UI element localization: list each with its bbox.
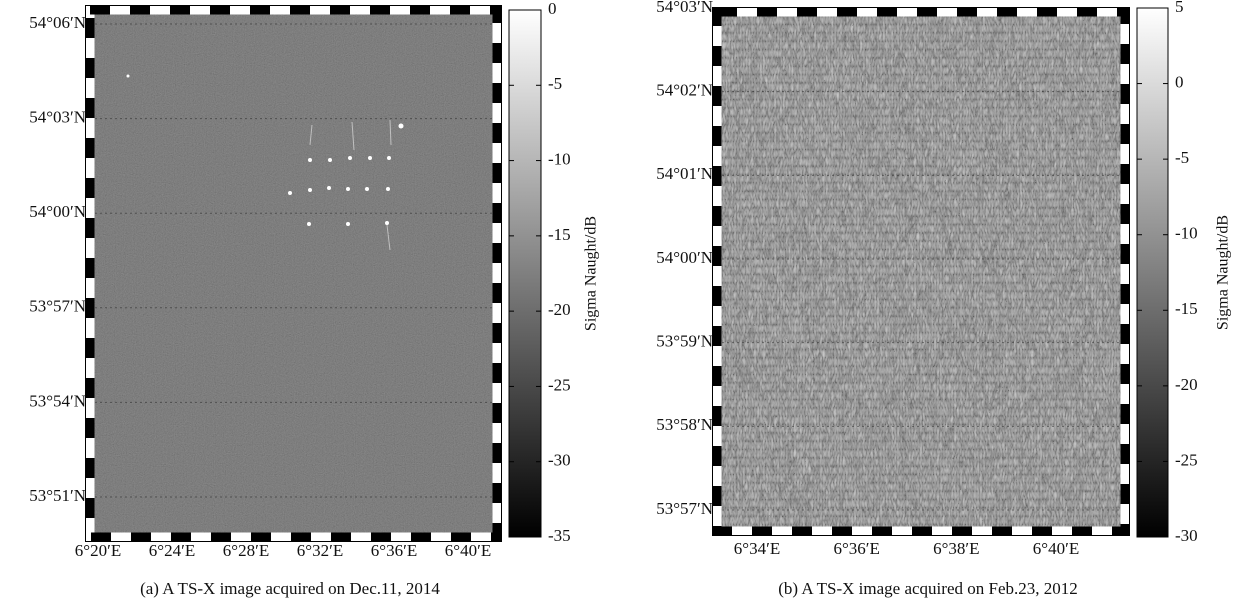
longitude-label: 6°32′E: [297, 541, 343, 560]
colorbar-tick-label: -25: [548, 375, 571, 394]
latitude-label: 54°01′N: [656, 164, 713, 183]
colorbar-tick-label: -10: [1175, 224, 1198, 243]
latitude-label: 54°03′N: [656, 0, 713, 16]
longitude-label: 6°40′E: [1033, 539, 1079, 558]
colorbar-tick-label: -15: [548, 225, 571, 244]
colorbar-title: Sigma Naught/dB: [1215, 215, 1232, 330]
sar-image-a: [86, 6, 502, 542]
latitude-label: 53°58′N: [656, 415, 713, 434]
colorbar-tick-label: -20: [1175, 375, 1198, 394]
colorbar-tick-label: 5: [1175, 0, 1184, 16]
colorbar-tick-label: -5: [1175, 148, 1189, 167]
caption: (a) A TS-X image acquired on Dec.11, 201…: [140, 579, 440, 598]
latitude-label: 53°51′N: [29, 486, 86, 505]
colorbar-tick-label: -30: [548, 451, 571, 470]
longitude-label: 6°36′E: [371, 541, 417, 560]
longitude-label: 6°40′E: [445, 541, 491, 560]
latitude-label: 54°00′N: [29, 202, 86, 221]
longitude-label: 6°24′E: [149, 541, 195, 560]
latitude-label: 54°03′N: [29, 108, 86, 127]
colorbar-tick-label: -5: [548, 74, 562, 93]
latitude-label: 54°00′N: [656, 248, 713, 267]
sar-image-b: [713, 8, 1130, 536]
longitude-label: 6°38′E: [933, 539, 979, 558]
latitude-label: 54°06′N: [29, 13, 86, 32]
colorbar-title: Sigma Naught/dB: [583, 216, 600, 331]
latitude-label: 53°59′N: [656, 332, 713, 351]
latitude-label: 53°57′N: [29, 297, 86, 316]
longitude-label: 6°28′E: [223, 541, 269, 560]
longitude-label: 6°36′E: [833, 539, 879, 558]
colorbar-tick-label: 0: [548, 0, 557, 18]
colorbar-tick-label: -20: [548, 300, 571, 319]
colorbar-tick-label: -10: [548, 149, 571, 168]
latitude-label: 54°02′N: [656, 81, 713, 100]
colorbar-tick-label: -15: [1175, 299, 1198, 318]
latitude-label: 53°57′N: [656, 499, 713, 518]
colorbar-tick-label: -35: [548, 526, 571, 545]
longitude-label: 6°20′E: [75, 541, 121, 560]
colorbar-tick-label: -30: [1175, 526, 1198, 545]
caption: (b) A TS-X image acquired on Feb.23, 201…: [778, 579, 1078, 598]
colorbar-a: [509, 10, 541, 537]
colorbar-tick-label: 0: [1175, 72, 1184, 91]
figure: 54°06′N 54°03′N 54°00′N 53°57′N 53°54′N 53°51…: [0, 0, 1241, 606]
latitude-label: 53°54′N: [29, 391, 86, 410]
colorbar-b: [1137, 8, 1168, 537]
colorbar-tick-label: -25: [1175, 450, 1198, 469]
longitude-label: 6°34′E: [734, 539, 780, 558]
